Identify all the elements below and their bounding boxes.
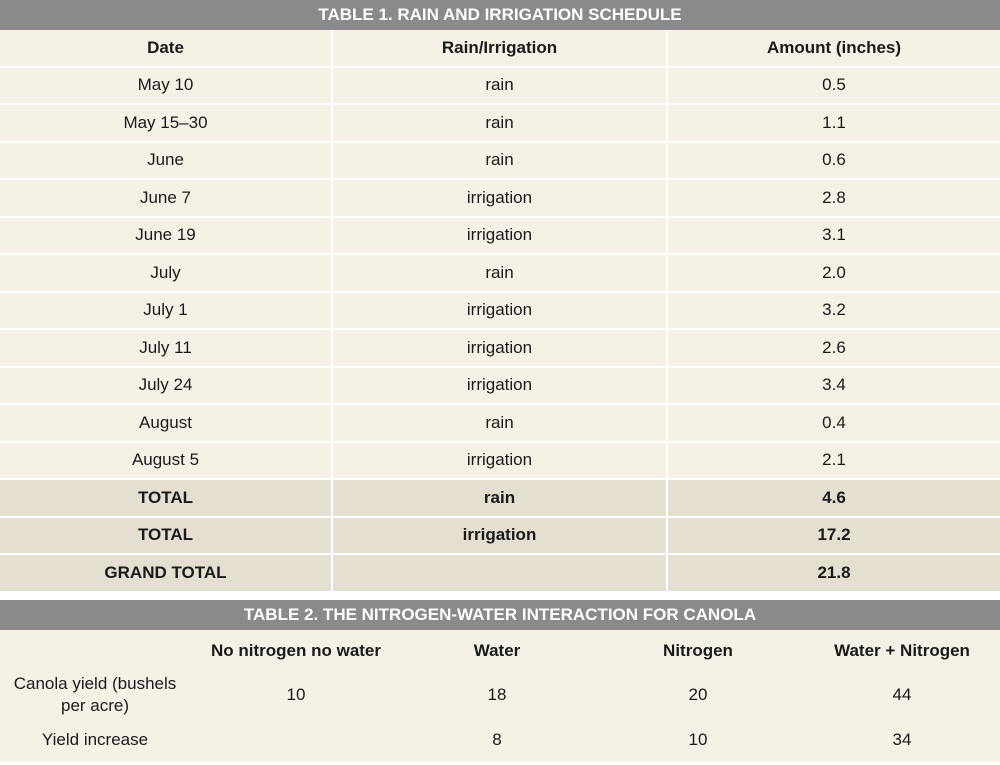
table2-title: TABLE 2. THE NITROGEN-WATER INTERACTION … [0,600,1000,630]
table-cell: 0.6 [667,141,1000,180]
table1-title: TABLE 1. RAIN AND IRRIGATION SCHEDULE [0,0,1000,30]
table-row: August rain 0.4 [0,404,1000,443]
table-cell: July 1 [0,291,333,330]
table-cell: June 7 [0,179,333,218]
table-cell: 8 [402,717,592,762]
table-row: June rain 0.6 [0,141,1000,180]
table2-header-row: No nitrogen no water Water Nitrogen Wate… [0,630,1000,672]
table-cell: August [0,404,333,443]
total-cell: 17.2 [667,516,1000,555]
total-cell: TOTAL [0,479,333,518]
table-cell: irrigation [332,179,668,218]
table-row: June 7 irrigation 2.8 [0,179,1000,218]
table-cell: 3.2 [667,291,1000,330]
table-cell: irrigation [332,216,668,255]
table-cell: irrigation [332,329,668,368]
table-row: August 5 irrigation 2.1 [0,441,1000,480]
column-header-rain-irrigation: Rain/Irrigation [332,30,668,68]
table-cell: irrigation [332,441,668,480]
total-cell: GRAND TOTAL [0,554,333,593]
table-cell: rain [332,404,668,443]
table-cell: 2.0 [667,254,1000,293]
table-cell: August 5 [0,441,333,480]
table-cell: irrigation [332,291,668,330]
table-cell: May 10 [0,66,333,105]
total-cell: irrigation [332,516,668,555]
column-header-date: Date [0,30,333,68]
column-header-nitrogen: Nitrogen [592,630,804,672]
table-cell: rain [332,141,668,180]
column-header-water: Water [402,630,592,672]
table-row: May 10 rain 0.5 [0,66,1000,105]
table-cell: 3.4 [667,366,1000,405]
total-cell: 21.8 [667,554,1000,593]
table-cell: 20 [592,672,804,717]
table-row: Yield increase 8 10 34 [0,717,1000,762]
table-cell: 2.1 [667,441,1000,480]
total-row: TOTAL rain 4.6 [0,479,1000,518]
table-row: June 19 irrigation 3.1 [0,216,1000,255]
table-cell: 10 [592,717,804,762]
table-cell: July 11 [0,329,333,368]
column-header-amount: Amount (inches) [667,30,1000,68]
table-cell: 2.8 [667,179,1000,218]
table-row: July 1 irrigation 3.2 [0,291,1000,330]
table-cell: 1.1 [667,104,1000,143]
table-cell [190,717,402,762]
table-cell: July [0,254,333,293]
table-cell: rain [332,254,668,293]
row-label: Canola yield (bushels per acre) [0,672,190,717]
nitrogen-water-table: No nitrogen no water Water Nitrogen Wate… [0,630,1000,762]
table-row: July 11 irrigation 2.6 [0,329,1000,368]
table-row: July rain 2.0 [0,254,1000,293]
table-cell: rain [332,104,668,143]
rain-irrigation-table: Date Rain/Irrigation Amount (inches) May… [0,30,1000,593]
table-cell: 0.4 [667,404,1000,443]
row-label: Yield increase [0,717,190,762]
table-cell: 2.6 [667,329,1000,368]
table-row: Canola yield (bushels per acre) 10 18 20 44 [0,672,1000,717]
table-cell: July 24 [0,366,333,405]
total-cell: 4.6 [667,479,1000,518]
column-header-no-nitrogen-no-water: No nitrogen no water [190,630,402,672]
column-header-water-nitrogen: Water + Nitrogen [804,630,1000,672]
total-cell: rain [332,479,668,518]
table-cell: rain [332,66,668,105]
table-cell: June 19 [0,216,333,255]
table-cell: 3.1 [667,216,1000,255]
table-cell: 0.5 [667,66,1000,105]
table-cell: May 15–30 [0,104,333,143]
table1-header-row: Date Rain/Irrigation Amount (inches) [0,30,1000,68]
table-row: July 24 irrigation 3.4 [0,366,1000,405]
total-cell: TOTAL [0,516,333,555]
total-row: GRAND TOTAL 21.8 [0,554,1000,593]
table-cell: 18 [402,672,592,717]
table-cell: 10 [190,672,402,717]
total-cell [332,554,668,593]
table-cell: 34 [804,717,1000,762]
column-header-blank [0,630,190,672]
table-cell: 44 [804,672,1000,717]
table-cell: June [0,141,333,180]
total-row: TOTAL irrigation 17.2 [0,516,1000,555]
table-cell: irrigation [332,366,668,405]
table-row: May 15–30 rain 1.1 [0,104,1000,143]
